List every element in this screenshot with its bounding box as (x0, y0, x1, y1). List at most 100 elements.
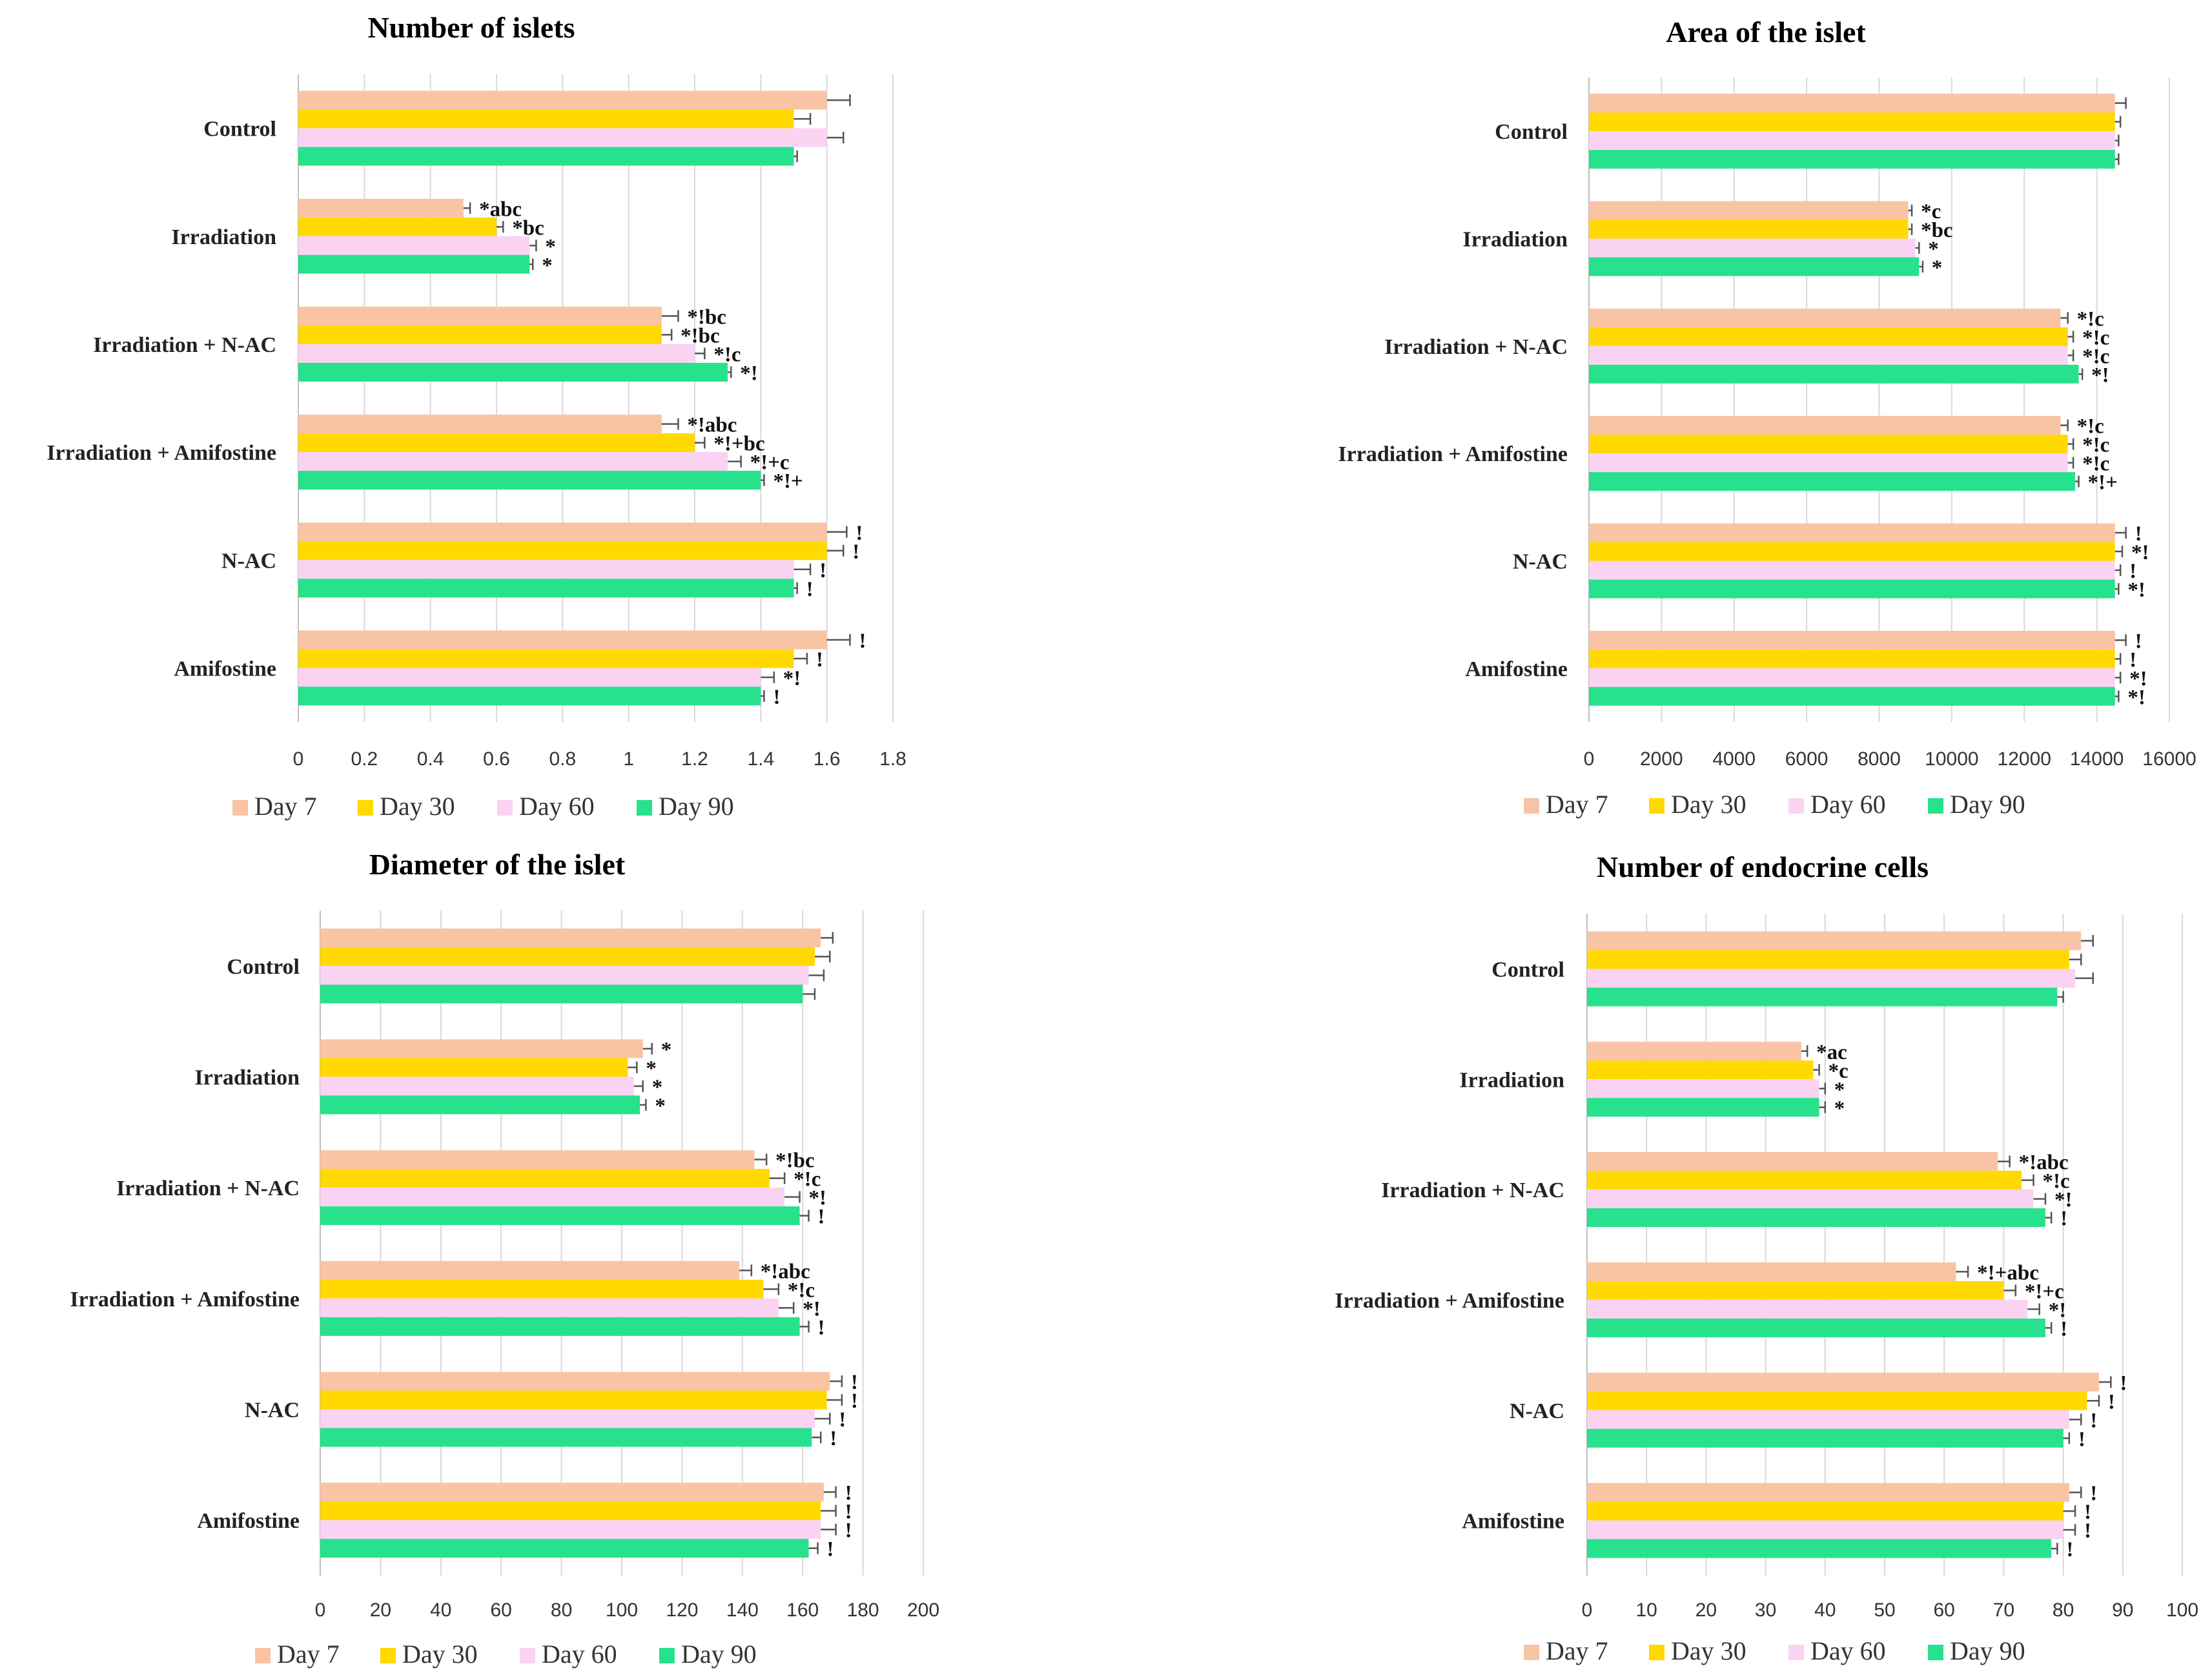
category-label-control: Control (227, 955, 300, 979)
significance-label: * (1932, 256, 1943, 280)
bar-day-30-control (320, 947, 815, 966)
x-tick-label: 20 (370, 1600, 391, 1621)
significance-label: ! (855, 522, 863, 545)
error-bar (661, 329, 673, 341)
bar-day-60-irradiation-amifostine (298, 452, 728, 471)
significance-label: ! (851, 1371, 858, 1394)
category-label-amifostine: Amifostine (174, 657, 276, 681)
bar-day-7-n-ac (298, 522, 827, 542)
error-bar (826, 544, 845, 557)
x-tick-label: 10000 (1925, 748, 1978, 770)
bar-day-30-n-ac (1587, 1391, 2087, 1410)
x-tick-label: 60 (491, 1600, 512, 1621)
chart-title: Number of endocrine cells (1597, 850, 1929, 883)
bar-day-90-irradiation (1589, 257, 1920, 276)
legend-label-day-60: Day 60 (1810, 790, 1886, 819)
significance-label: *! (2127, 686, 2145, 709)
significance-label: ! (830, 1427, 837, 1450)
significance-label: ! (819, 559, 826, 582)
x-tick-label: 40 (1814, 1600, 1836, 1621)
error-bar (728, 455, 742, 468)
legend-swatch-day-90 (659, 1648, 675, 1663)
error-bar (761, 474, 765, 486)
bar-day-7-irradiation (298, 198, 464, 218)
x-tick-label: 0.4 (417, 748, 444, 770)
bar-day-30-irradiation-n-ac (1587, 1171, 2022, 1190)
bar-day-90-irradiation-amifostine (1589, 472, 2075, 491)
error-bar (761, 690, 765, 702)
significance-label: *! (2127, 579, 2145, 602)
bar-day-60-irradiation-n-ac (1589, 345, 2068, 365)
significance-label: *!c (2077, 307, 2104, 331)
error-bar (1908, 205, 1913, 216)
bar-day-30-amifostine (1589, 649, 2115, 668)
x-tick-label: 1.6 (814, 748, 841, 770)
significance-label: ! (2129, 560, 2136, 583)
bar-day-7-irradiation-n-ac (1589, 308, 2061, 327)
significance-label: ! (2066, 1538, 2073, 1561)
significance-label: ! (2084, 1519, 2091, 1543)
x-tick-label: 10 (1636, 1600, 1657, 1621)
legend-swatch-day-90 (637, 800, 652, 816)
bar-day-90-irradiation-n-ac (1587, 1208, 2045, 1228)
bar-day-30-n-ac (1589, 542, 2115, 561)
error-bar (2087, 1395, 2100, 1407)
error-bar (1813, 1064, 1820, 1076)
error-bar (754, 1153, 768, 1166)
bar-day-60-control (1589, 131, 2115, 150)
bar-day-90-irradiation-amifostine (320, 1317, 800, 1336)
error-bar (2060, 419, 2069, 431)
legend-label-day-90: Day 90 (659, 792, 734, 821)
significance-label: *!abc (2019, 1151, 2069, 1175)
bar-day-60-n-ac (1587, 1410, 2069, 1429)
x-tick-label: 80 (2053, 1600, 2074, 1621)
error-bar (1819, 1082, 1827, 1095)
error-bar (2081, 934, 2094, 947)
bar-day-90-irradiation-n-ac (1589, 364, 2079, 384)
x-tick-label: 0 (315, 1600, 326, 1621)
significance-label: *! (2129, 667, 2147, 690)
legend-label-day-90: Day 90 (681, 1640, 757, 1669)
significance-label: *!c (713, 343, 741, 366)
bar-day-30-irradiation-amifostine (1589, 435, 2068, 454)
x-tick-label: 0 (1584, 748, 1595, 770)
legend-label-day-7: Day 7 (254, 792, 317, 821)
bar-day-90-irradiation (1587, 1098, 1819, 1117)
legend-label-day-30: Day 30 (1671, 1636, 1746, 1665)
error-bar (2069, 1414, 2082, 1426)
error-bar (2022, 1174, 2034, 1186)
significance-label: *! (783, 667, 801, 690)
x-tick-label: 8000 (1858, 748, 1901, 770)
bar-day-7-amifostine (320, 1483, 824, 1502)
error-bar (2115, 546, 2124, 557)
bar-day-60-amifostine (320, 1520, 821, 1539)
significance-label: *!c (2082, 345, 2109, 368)
bar-day-30-control (1589, 112, 2115, 132)
error-bar (2027, 1303, 2040, 1315)
significance-label: *!bc (775, 1149, 815, 1173)
significance-label: * (652, 1076, 662, 1099)
x-tick-label: 0.8 (549, 748, 576, 770)
legend-swatch-day-60 (497, 800, 513, 816)
significance-label: * (646, 1057, 657, 1080)
bar-day-7-irradiation (320, 1039, 643, 1058)
legend-label-day-90: Day 90 (1950, 1636, 2025, 1665)
bar-day-60-irradiation-n-ac (298, 344, 695, 363)
significance-label: ! (859, 630, 866, 653)
error-bar (2115, 116, 2122, 128)
bar-day-30-irradiation-amifostine (320, 1279, 764, 1299)
error-bar (2115, 564, 2122, 576)
error-bar (1801, 1045, 1808, 1057)
legend-swatch-day-7 (255, 1648, 271, 1663)
legend-label-day-7: Day 7 (277, 1640, 340, 1669)
category-label-irradiation: Irradiation (1460, 1068, 1565, 1092)
significance-label: ! (2090, 1482, 2097, 1505)
bar-day-90-irradiation-n-ac (298, 362, 728, 382)
bar-day-30-irradiation-n-ac (298, 325, 662, 344)
error-bar (2115, 653, 2122, 665)
significance-label: *!bc (681, 324, 720, 347)
bar-day-30-irradiation-n-ac (1589, 327, 2068, 346)
bar-day-60-irradiation (320, 1076, 634, 1096)
bar-day-30-irradiation (298, 217, 497, 236)
legend-swatch-day-60 (1788, 798, 1804, 814)
